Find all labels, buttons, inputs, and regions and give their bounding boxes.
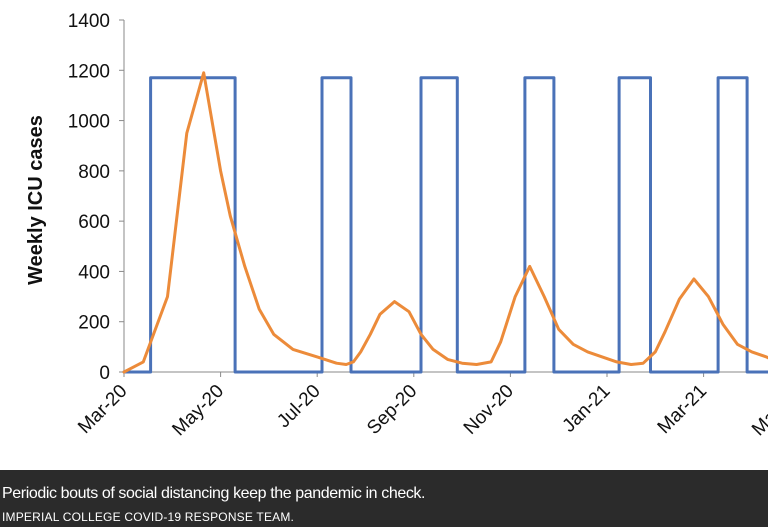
x-tick-label: Mar-20 xyxy=(74,381,131,438)
chart-area: 0 200 400 600 800 1000 1200 1400 Mar-20 May-20 Ju… xyxy=(25,11,768,441)
caption-credit: IMPERIAL COLLEGE COVID-19 RESPONSE TEAM. xyxy=(2,510,295,524)
x-tick-label: May-21 xyxy=(748,381,768,441)
series-group xyxy=(122,71,768,374)
y-tick-label: 1200 xyxy=(68,61,110,82)
x-tick-label: Mar-21 xyxy=(654,381,711,438)
x-tick-label: May-20 xyxy=(168,381,228,441)
icu-chart: 0 200 400 600 800 1000 1200 1400 Mar-20 May-20 Ju… xyxy=(25,11,768,441)
y-tick-label: 400 xyxy=(78,262,110,283)
x-tick-label: Jan-21 xyxy=(559,381,615,437)
x-tick-label: Sep-20 xyxy=(363,381,421,439)
x-axis: Mar-20 May-20 Jul-20 Sep-20 Nov-20 Jan-21 Mar-… xyxy=(74,371,768,441)
control-series-line xyxy=(122,76,768,374)
y-tick-label: 200 xyxy=(78,313,110,334)
y-axis: 0 200 400 600 800 1000 1200 1400 xyxy=(68,11,125,384)
y-axis-label: Weekly ICU cases xyxy=(25,115,47,285)
y-tick-label: 1400 xyxy=(68,11,110,32)
caption-text: Periodic bouts of social distancing keep… xyxy=(2,485,426,502)
y-tick-label: 600 xyxy=(78,212,110,233)
x-tick-label: Jul-20 xyxy=(273,381,324,432)
caption-bar: Periodic bouts of social distancing keep… xyxy=(0,470,768,527)
x-tick-label: Nov-20 xyxy=(460,381,518,439)
y-tick-label: 0 xyxy=(99,363,110,384)
y-tick-label: 1000 xyxy=(68,112,110,133)
y-tick-label: 800 xyxy=(78,162,110,183)
icu-cases-series-line xyxy=(122,71,768,374)
